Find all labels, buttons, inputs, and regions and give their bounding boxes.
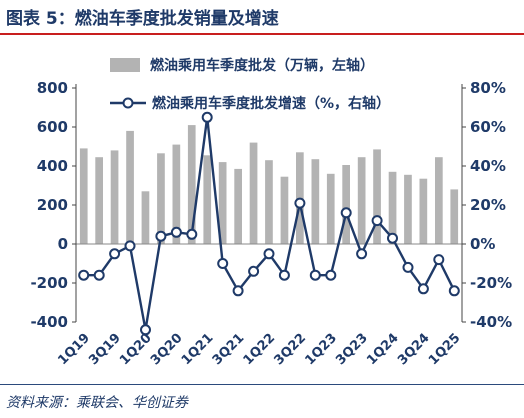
legend-line-label: 燃油乘用车季度批发增速（%，右轴） xyxy=(152,95,390,112)
bar-3Q23 xyxy=(357,157,366,244)
right-tick-label: 0% xyxy=(470,235,495,253)
source-note: 资料来源：乘联会、华创证券 xyxy=(6,395,188,411)
right-tick-label: 20% xyxy=(470,196,506,214)
left-tick-label: -400 xyxy=(30,313,68,331)
x-tick-label: 3Q24 xyxy=(395,331,433,369)
bar-3Q19 xyxy=(110,150,119,244)
left-tick-label: 200 xyxy=(37,196,68,214)
bar-1Q20 xyxy=(141,191,150,244)
bar-1Q24 xyxy=(388,171,397,244)
growth-point-2Q22 xyxy=(278,269,290,281)
left-tick-label: 800 xyxy=(37,79,68,97)
bar-1Q21 xyxy=(203,155,212,244)
bar-2Q21 xyxy=(218,162,227,244)
bar-4Q22 xyxy=(311,159,320,244)
left-tick-label: 0 xyxy=(58,235,68,253)
footer-rule xyxy=(0,384,524,385)
bar-4Q20 xyxy=(187,125,196,244)
bar-3Q24 xyxy=(419,178,428,244)
growth-point-1Q25 xyxy=(448,285,460,297)
x-tick-label: 1Q21 xyxy=(179,331,217,369)
growth-point-1Q22 xyxy=(263,248,275,260)
legend-line-marker xyxy=(122,97,134,109)
growth-point-1Q24 xyxy=(387,232,398,244)
growth-point-2Q24 xyxy=(402,261,414,273)
bar-4Q23 xyxy=(373,149,381,244)
left-tick-label: 400 xyxy=(37,157,68,175)
legend-bar-swatch xyxy=(110,58,140,72)
bar-3Q20 xyxy=(172,144,181,244)
right-tick-label: 80% xyxy=(470,79,506,97)
right-tick-label: 40% xyxy=(470,157,506,175)
growth-point-3Q22 xyxy=(294,197,306,209)
bar-4Q21 xyxy=(249,142,258,244)
bar-1Q19 xyxy=(79,148,88,244)
figure-title: 图表 5：燃油车季度批发销量及增速 xyxy=(6,9,279,29)
right-tick-label: -40% xyxy=(470,313,512,331)
growth-point-4Q20 xyxy=(186,228,198,240)
growth-point-4Q22 xyxy=(309,269,321,281)
bar-2Q20 xyxy=(157,153,165,244)
growth-point-1Q20 xyxy=(140,324,151,336)
growth-point-4Q23 xyxy=(371,215,383,227)
x-tick-label: 3Q21 xyxy=(210,331,248,369)
x-tick-label: 1Q19 xyxy=(55,331,93,369)
growth-point-3Q20 xyxy=(170,226,182,238)
x-tick-label: 1Q22 xyxy=(241,331,279,369)
x-tick-label: 3Q20 xyxy=(148,331,186,369)
bar-1Q22 xyxy=(265,160,273,244)
bar-1Q23 xyxy=(326,173,335,244)
right-tick-label: -20% xyxy=(470,274,512,292)
x-tick-label: 3Q23 xyxy=(333,331,371,369)
x-tick-label: 1Q25 xyxy=(426,331,464,369)
title-rule xyxy=(0,33,524,35)
bar-3Q21 xyxy=(234,168,242,244)
title-bar: 图表 5：燃油车季度批发销量及增速 xyxy=(0,0,524,36)
x-tick-label: 1Q24 xyxy=(364,331,402,369)
growth-point-2Q23 xyxy=(340,207,352,219)
bar-2Q19 xyxy=(95,157,103,244)
growth-point-1Q21 xyxy=(201,111,213,123)
left-tick-label: 600 xyxy=(37,118,68,136)
right-tick-label: 60% xyxy=(470,118,506,136)
growth-point-3Q23 xyxy=(356,248,368,260)
growth-point-2Q20 xyxy=(155,230,167,242)
bar-4Q19 xyxy=(126,130,134,244)
legend-bar-label: 燃油乘用车季度批发（万辆，左轴） xyxy=(150,57,374,74)
growth-point-3Q21 xyxy=(232,285,244,297)
bar-4Q24 xyxy=(435,157,443,244)
growth-point-2Q21 xyxy=(217,258,229,269)
growth-point-1Q19 xyxy=(78,269,90,281)
left-tick-label: -200 xyxy=(30,274,68,292)
growth-point-1Q23 xyxy=(325,269,337,281)
bar-2Q23 xyxy=(342,165,350,244)
x-tick-label: 3Q22 xyxy=(272,331,310,369)
combo-chart: -400 -200 0 200 400 600 800 -40% -20% 0% 20% 40% 60%… xyxy=(30,57,512,369)
growth-point-3Q24 xyxy=(417,283,429,295)
growth-point-4Q19 xyxy=(124,240,136,252)
x-tick-label: 3Q19 xyxy=(86,331,124,369)
growth-point-4Q24 xyxy=(433,254,445,266)
x-tick-label: 1Q20 xyxy=(117,331,155,369)
bar-2Q24 xyxy=(404,174,412,244)
bar-1Q25 xyxy=(450,189,459,244)
bar-2Q22 xyxy=(280,176,289,244)
growth-point-2Q19 xyxy=(93,269,105,281)
x-tick-label: 1Q23 xyxy=(302,331,340,369)
growth-point-4Q21 xyxy=(248,265,260,277)
growth-point-3Q19 xyxy=(109,248,121,260)
